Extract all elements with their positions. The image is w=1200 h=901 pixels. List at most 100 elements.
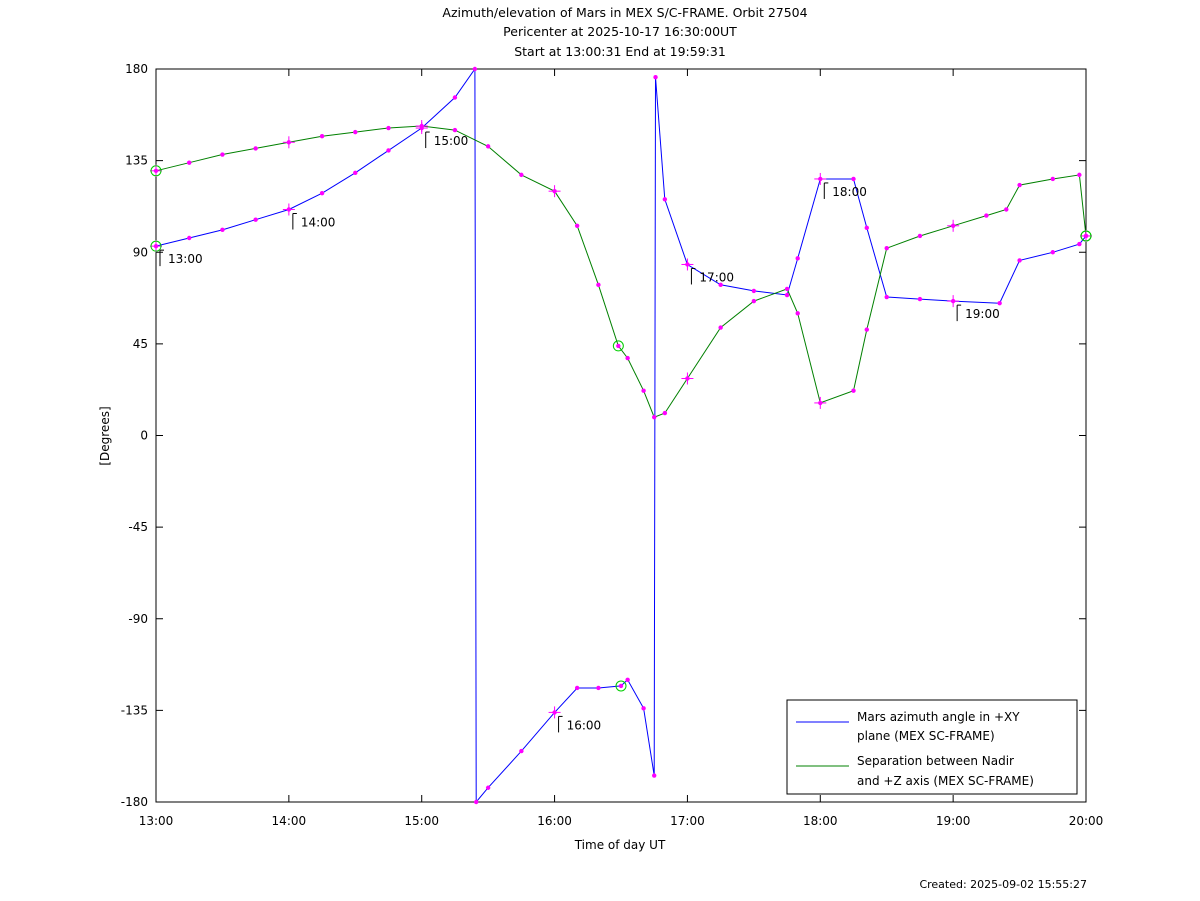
series-layer	[155, 67, 1087, 804]
hour-cross-marker	[150, 240, 162, 253]
data-point	[718, 282, 723, 288]
data-point	[220, 152, 225, 157]
hour-cross-marker	[548, 706, 561, 719]
data-point	[997, 300, 1002, 306]
y-tick-label: 0	[140, 429, 148, 443]
data-point	[641, 388, 646, 393]
data-point	[851, 176, 856, 182]
x-tick-label: 19:00	[936, 814, 971, 828]
data-point	[625, 677, 630, 683]
hour-cross-marker	[814, 172, 827, 185]
data-point	[452, 95, 458, 100]
annotation-layer: 13:00 14:00 15:00 16:00 17:00 18:00 19:00	[159, 131, 1000, 733]
y-tick-label: -90	[128, 612, 148, 626]
time-annotation-label: 13:00	[168, 252, 203, 266]
data-point	[662, 410, 668, 416]
legend: Mars azimuth angle in +XY plane (MEX SC-…	[786, 699, 1078, 795]
y-tick-label: -135	[121, 703, 148, 717]
series-line-azimuth	[155, 67, 1087, 804]
hour-cross-marker	[681, 372, 694, 385]
data-point	[1017, 182, 1022, 188]
data-point	[851, 388, 856, 393]
y-tick-label: 45	[133, 337, 148, 351]
data-point	[984, 213, 989, 218]
data-point	[662, 197, 668, 202]
y-tick-label: 90	[133, 245, 148, 259]
event-circle-marker	[150, 240, 162, 252]
hour-cross-marker	[548, 185, 561, 198]
hour-cross-marker	[282, 203, 295, 216]
time-annotation-label: 19:00	[965, 307, 1000, 321]
data-point	[1077, 172, 1082, 178]
x-tick-label: 17:00	[670, 814, 705, 828]
data-point	[616, 343, 621, 349]
data-point	[187, 235, 192, 241]
event-circle-marker	[612, 340, 624, 352]
legend-box	[786, 699, 1078, 795]
hour-cross-marker	[415, 120, 428, 133]
data-point	[353, 129, 358, 135]
data-point	[596, 282, 601, 288]
time-annotation-label: 17:00	[699, 270, 734, 284]
hour-cross-marker	[1080, 229, 1092, 242]
chart-subtitle-start-end: Start at 13:00:31 End at 19:59:31	[514, 44, 726, 59]
time-annotation: 16:00	[558, 715, 601, 733]
time-annotation: 18:00	[823, 182, 867, 199]
data-point	[386, 148, 391, 153]
time-annotation-label: 15:00	[434, 134, 469, 148]
data-point	[519, 172, 524, 178]
data-point	[795, 311, 800, 316]
y-tick-label: 135	[125, 154, 148, 168]
data-point	[641, 706, 646, 711]
data-point	[795, 256, 800, 261]
data-point	[485, 785, 491, 790]
series-line-separation	[155, 125, 1087, 418]
legend-label-azimuth-line2: plane (MEX SC-FRAME)	[857, 729, 995, 743]
data-point	[319, 191, 325, 196]
data-point	[784, 292, 790, 298]
data-point	[884, 245, 889, 251]
data-point	[864, 225, 869, 231]
plot-frame	[155, 68, 1087, 803]
data-point	[519, 748, 524, 754]
x-axis-label: Time of day UT	[574, 838, 666, 852]
data-point	[917, 233, 923, 239]
x-tick-label: 14:00	[272, 814, 307, 828]
hour-cross-marker	[814, 396, 827, 409]
data-point	[220, 227, 225, 233]
data-point	[386, 125, 391, 131]
data-point	[618, 683, 624, 689]
y-axis-label: [Degrees]	[98, 406, 112, 465]
marker-layer	[150, 66, 1092, 805]
data-point	[1077, 241, 1082, 247]
legend-label-separation-line2: and +Z axis (MEX SC-FRAME)	[857, 774, 1034, 788]
chart-subtitle-pericenter: Pericenter at 2025-10-17 16:30:00UT	[503, 24, 737, 39]
data-point	[625, 355, 630, 361]
data-point	[718, 325, 723, 330]
hour-cross-marker	[282, 136, 295, 149]
data-point	[187, 160, 192, 165]
data-point	[596, 685, 601, 691]
hour-cross-marker	[150, 164, 162, 177]
data-point	[574, 685, 580, 691]
event-circle-marker	[150, 165, 162, 177]
data-point	[751, 298, 757, 304]
legend-label-separation-line1: Separation between Nadir	[857, 754, 1014, 768]
data-point	[319, 133, 325, 139]
data-point	[652, 414, 657, 420]
time-annotation: 17:00	[690, 267, 734, 285]
x-tick-label: 20:00	[1069, 814, 1104, 828]
data-point	[1050, 176, 1055, 182]
y-tick-label: 180	[125, 62, 148, 76]
data-point	[452, 127, 458, 133]
event-circle-marker	[615, 680, 627, 692]
x-tick-label: 15:00	[404, 814, 439, 828]
data-point	[473, 799, 479, 805]
data-point	[1050, 250, 1055, 255]
data-point	[1004, 207, 1009, 212]
hour-cross-marker	[947, 295, 960, 308]
time-annotation: 19:00	[956, 304, 1000, 322]
data-point	[353, 170, 358, 176]
data-point	[574, 223, 580, 228]
